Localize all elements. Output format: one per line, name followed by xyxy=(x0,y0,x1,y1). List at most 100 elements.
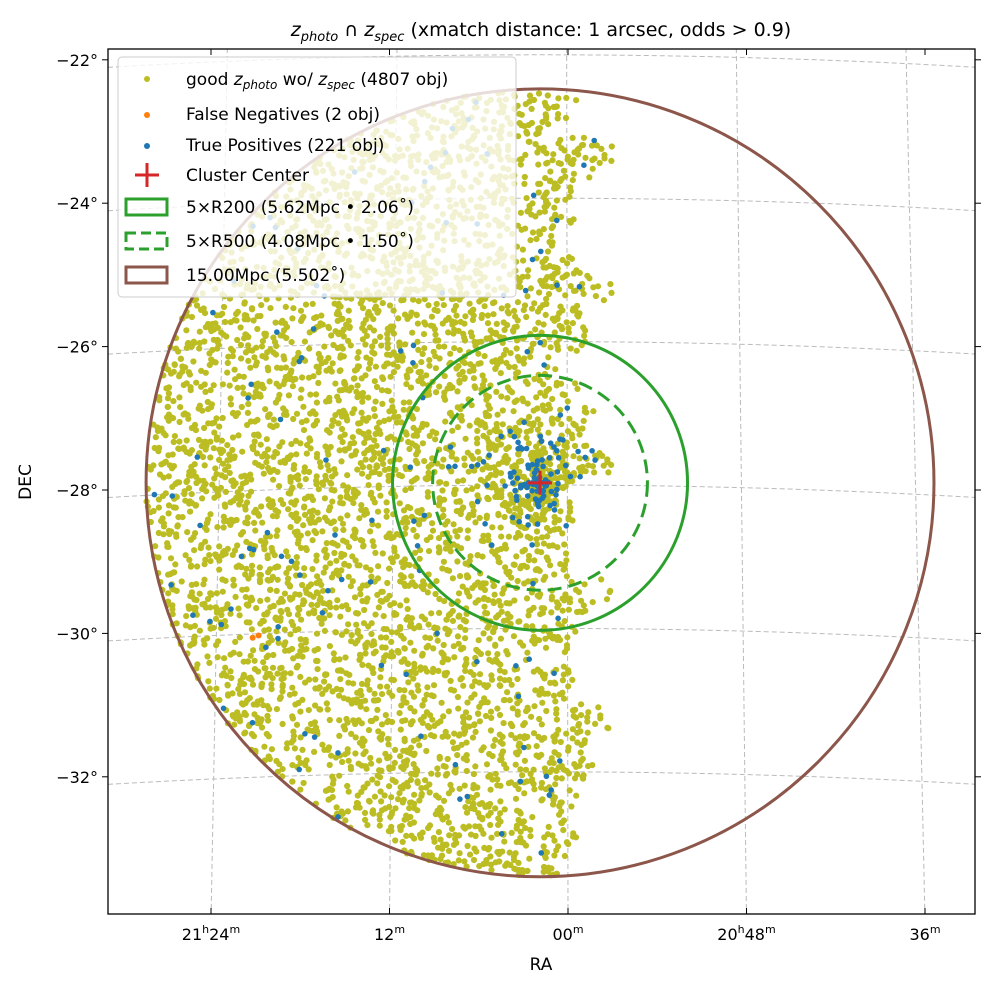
good-photo-point xyxy=(221,501,228,508)
good-photo-point xyxy=(318,312,325,319)
good-photo-point xyxy=(159,515,166,522)
good-photo-point xyxy=(497,810,504,817)
good-photo-point xyxy=(544,92,551,99)
good-photo-point xyxy=(544,159,551,166)
good-photo-point xyxy=(498,487,505,494)
good-photo-point xyxy=(219,381,226,388)
good-photo-point xyxy=(230,649,237,656)
true-positive-point xyxy=(311,734,318,740)
good-photo-point xyxy=(548,232,555,240)
good-photo-point xyxy=(383,513,390,520)
good-photo-point xyxy=(344,492,351,499)
good-photo-point xyxy=(353,621,360,628)
good-photo-point xyxy=(298,616,305,623)
good-photo-point xyxy=(384,335,391,342)
good-photo-point xyxy=(190,468,197,475)
good-photo-point xyxy=(425,512,433,519)
good-photo-point xyxy=(582,154,589,161)
good-photo-point xyxy=(545,823,552,831)
good-photo-point xyxy=(463,809,471,816)
good-photo-point xyxy=(445,819,452,826)
good-photo-point xyxy=(289,383,296,390)
good-photo-point xyxy=(337,367,344,374)
good-photo-point xyxy=(598,145,605,152)
good-photo-point xyxy=(238,492,245,499)
good-photo-point xyxy=(432,365,439,372)
good-photo-point xyxy=(200,637,207,644)
good-photo-point xyxy=(499,478,506,485)
good-photo-point xyxy=(287,670,294,677)
good-photo-point xyxy=(315,486,322,493)
good-photo-point xyxy=(392,746,399,754)
good-photo-point xyxy=(301,464,308,471)
good-photo-point xyxy=(372,697,379,704)
good-photo-point xyxy=(414,338,421,345)
good-photo-point xyxy=(472,519,479,526)
good-photo-point xyxy=(553,774,560,782)
good-photo-point xyxy=(261,627,268,634)
good-photo-point xyxy=(171,433,178,440)
good-photo-point xyxy=(176,438,183,445)
good-photo-point xyxy=(384,351,391,358)
true-positive-point xyxy=(534,458,541,464)
good-photo-point xyxy=(495,612,502,619)
good-photo-point xyxy=(274,576,281,583)
good-photo-point xyxy=(184,529,191,536)
good-photo-point xyxy=(558,762,565,770)
good-photo-point xyxy=(551,513,558,521)
good-photo-point xyxy=(431,838,438,845)
good-photo-point xyxy=(420,331,428,338)
good-photo-point xyxy=(592,720,599,728)
good-photo-point xyxy=(438,852,446,859)
good-photo-point xyxy=(321,514,329,521)
good-photo-point xyxy=(543,554,550,561)
good-photo-point xyxy=(300,597,307,604)
good-photo-point xyxy=(343,487,350,494)
good-photo-point xyxy=(285,575,292,582)
good-photo-point xyxy=(543,189,550,196)
good-photo-point xyxy=(472,728,479,736)
good-photo-point xyxy=(425,548,433,555)
good-photo-point xyxy=(398,473,405,480)
good-photo-point xyxy=(244,520,251,527)
true-positive-point xyxy=(525,465,532,471)
good-photo-point xyxy=(192,296,200,303)
true-positive-point xyxy=(484,482,490,489)
good-photo-point xyxy=(292,375,299,383)
good-photo-point xyxy=(324,448,331,455)
good-photo-point xyxy=(292,627,299,634)
good-photo-point xyxy=(608,143,615,150)
good-photo-point xyxy=(454,478,461,485)
true-positive-point xyxy=(310,326,317,332)
good-photo-point xyxy=(435,535,443,542)
good-photo-point xyxy=(540,540,548,547)
good-photo-point xyxy=(501,669,508,676)
good-photo-point xyxy=(236,612,243,619)
good-photo-point xyxy=(524,533,531,540)
good-photo-point xyxy=(362,456,369,463)
good-photo-point xyxy=(431,306,438,313)
good-photo-point xyxy=(288,339,295,346)
good-photo-point xyxy=(476,298,483,305)
good-photo-point xyxy=(314,601,321,609)
good-photo-point xyxy=(262,533,270,541)
good-photo-point xyxy=(398,297,405,304)
good-photo-point xyxy=(529,200,536,207)
good-photo-point xyxy=(286,691,293,698)
good-photo-point xyxy=(551,270,558,277)
good-photo-point xyxy=(434,625,441,632)
good-photo-point xyxy=(517,209,525,216)
good-photo-point xyxy=(560,817,568,824)
good-photo-point xyxy=(232,638,239,646)
good-photo-point xyxy=(249,443,256,450)
good-photo-point xyxy=(162,490,169,497)
good-photo-point xyxy=(419,719,426,727)
true-positive-point xyxy=(540,493,547,499)
good-photo-point xyxy=(346,671,353,679)
good-photo-point xyxy=(439,659,446,666)
good-photo-point xyxy=(560,695,568,702)
good-photo-point xyxy=(449,617,457,625)
good-photo-point xyxy=(281,320,288,327)
good-photo-point xyxy=(442,625,449,632)
good-photo-point xyxy=(479,814,486,821)
